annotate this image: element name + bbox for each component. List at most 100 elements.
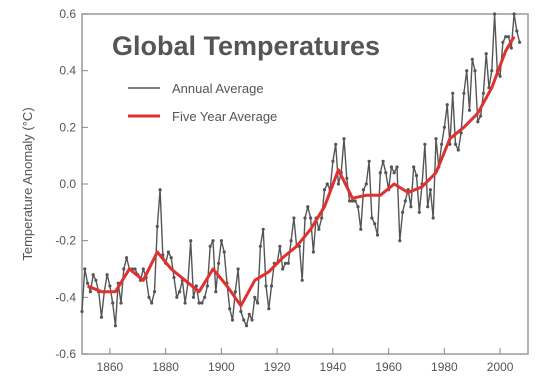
annual-data-point <box>258 244 262 248</box>
annual-data-point <box>361 188 366 192</box>
annual-data-point <box>453 142 458 146</box>
annual-data-point <box>230 318 235 322</box>
y-tick-label: 0.0 <box>59 177 76 191</box>
annual-data-point <box>462 91 466 95</box>
annual-data-point <box>261 227 265 231</box>
annual-data-point <box>359 227 363 231</box>
annual-data-point <box>384 171 388 175</box>
annual-data-point <box>378 171 382 175</box>
annual-data-point <box>122 267 126 271</box>
annual-data-point <box>119 301 123 305</box>
annual-data-point <box>467 108 472 112</box>
annual-data-point <box>512 12 516 16</box>
annual-data-point <box>205 284 209 288</box>
annual-data-point <box>278 244 282 248</box>
annual-data-point <box>423 142 427 146</box>
annual-data-point <box>342 137 346 141</box>
annual-data-point <box>373 222 377 226</box>
five-year-average-line <box>87 35 516 308</box>
annual-data-point <box>325 182 329 186</box>
annual-data-point <box>211 239 215 243</box>
annual-data-point <box>147 295 151 299</box>
annual-data-point <box>236 267 240 271</box>
annual-data-point <box>111 301 115 305</box>
annual-data-point <box>334 142 338 146</box>
annual-data-point <box>203 295 207 299</box>
annual-data-point <box>166 250 170 254</box>
annual-data-point <box>86 281 90 285</box>
annual-data-point <box>473 69 477 73</box>
annual-data-point <box>267 307 271 311</box>
annual-data-point <box>515 29 519 33</box>
annual-data-point <box>375 233 380 237</box>
annual-data-point <box>484 52 488 56</box>
annual-data-point <box>256 301 260 305</box>
annual-data-point <box>228 307 232 311</box>
x-tick-label: 1860 <box>97 360 124 374</box>
annual-data-point <box>80 309 84 314</box>
annual-data-point <box>214 290 218 294</box>
annual-data-point <box>367 159 371 163</box>
y-tick-label: 0.2 <box>59 120 76 134</box>
y-tick-label: -0.6 <box>55 347 76 361</box>
annual-data-point <box>219 239 223 243</box>
y-tick-label: -0.2 <box>55 234 76 248</box>
annual-data-point <box>189 239 193 243</box>
plot-frame <box>81 13 529 355</box>
annual-data-point <box>150 301 154 305</box>
annual-data-point <box>247 312 251 316</box>
x-tick-label: 1980 <box>431 360 458 374</box>
annual-data-point <box>158 188 162 192</box>
annual-data-point <box>498 74 502 78</box>
annual-data-point <box>442 125 446 129</box>
annual-data-point <box>309 216 313 220</box>
annual-data-point <box>113 324 117 328</box>
chart-title: Global Temperatures <box>112 31 380 61</box>
annual-data-point <box>479 114 483 118</box>
annual-data-point <box>222 250 226 254</box>
annual-data-point <box>178 290 182 294</box>
annual-data-point <box>456 148 460 152</box>
annual-data-point <box>303 216 307 220</box>
annual-data-point <box>428 188 432 192</box>
annual-data-point <box>501 40 505 44</box>
annual-data-point <box>345 176 349 180</box>
annual-data-point <box>331 159 335 163</box>
annual-data-point <box>242 318 246 322</box>
annual-data-point <box>490 69 494 73</box>
annual-data-point <box>493 12 497 16</box>
annual-data-point <box>152 290 157 294</box>
annual-data-point <box>451 91 455 95</box>
annual-data-point <box>440 142 444 146</box>
annual-data-point <box>269 284 274 288</box>
annual-data-point <box>289 239 293 243</box>
y-tick-label: 0.6 <box>59 7 76 21</box>
annual-data-point <box>88 290 92 294</box>
legend-label-five-year: Five Year Average <box>172 109 277 124</box>
annual-data-point <box>169 256 173 260</box>
annual-data-point <box>381 159 385 163</box>
annual-data-point <box>459 131 463 135</box>
annual-data-point <box>281 267 285 271</box>
legend-label-annual: Annual Average <box>172 81 264 96</box>
x-tick-label: 1940 <box>320 360 347 374</box>
annual-data-point <box>392 171 396 175</box>
annual-data-point <box>370 216 374 220</box>
annual-data-point <box>509 46 513 50</box>
annual-data-point <box>133 267 137 271</box>
annual-data-point <box>417 210 421 214</box>
annual-data-point <box>506 35 511 39</box>
annual-data-point <box>99 315 104 319</box>
annual-data-point <box>253 295 257 299</box>
annual-data-point <box>283 261 288 265</box>
annual-data-point <box>409 205 413 209</box>
annual-data-point <box>292 216 296 220</box>
x-tick-label: 1880 <box>152 360 179 374</box>
y-tick-group: 0.6 0.4 0.2 0.0 -0.2 -0.4 -0.6 <box>55 7 88 361</box>
annual-data-point <box>105 273 109 277</box>
annual-data-point <box>364 182 368 186</box>
annual-data-point <box>403 199 407 203</box>
annual-average-line <box>81 13 521 327</box>
annual-data-point <box>208 244 212 248</box>
